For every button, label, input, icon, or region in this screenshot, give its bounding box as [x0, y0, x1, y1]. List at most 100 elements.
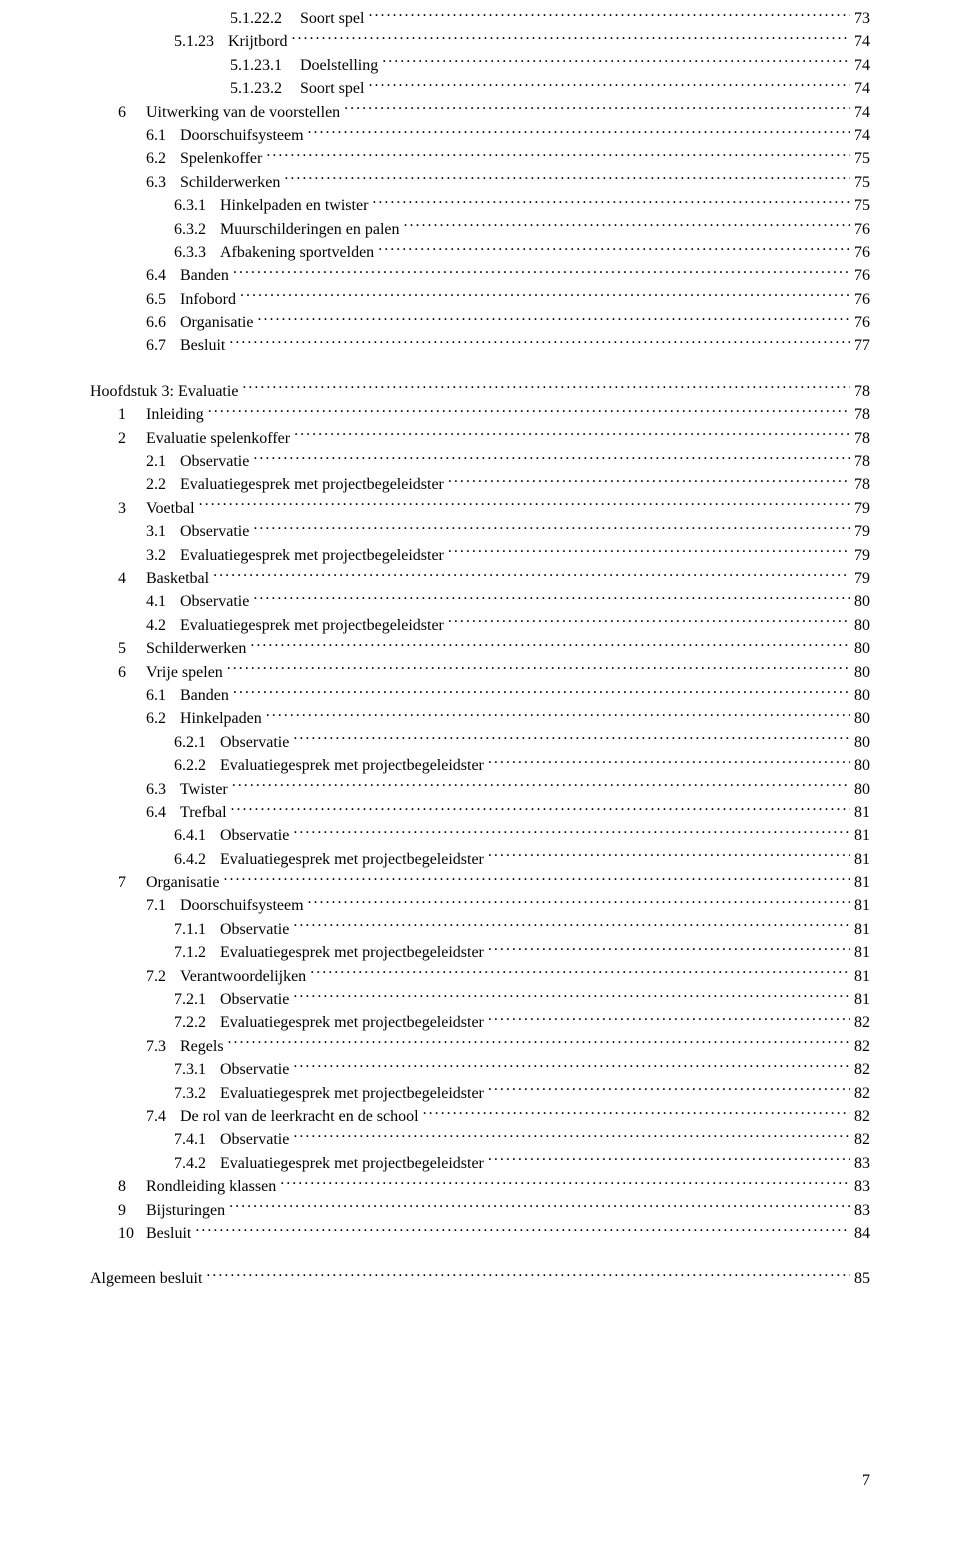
toc-entry-number: 6.3.1 [174, 197, 206, 214]
toc-entry: 6.3.3Afbakening sportvelden 76 [90, 241, 870, 264]
toc-dot-leader [488, 754, 850, 770]
toc-entry: 7.1.2Evaluatiegesprek met projectbegelei… [90, 941, 870, 964]
toc-entry-number: 7.1.1 [174, 921, 206, 938]
toc-dot-leader [266, 147, 850, 163]
toc-entry-number: 7.3.1 [174, 1061, 206, 1078]
toc-dot-leader [253, 590, 850, 606]
toc-entry-number: 6.2.2 [174, 757, 206, 774]
toc-entry-page: 74 [854, 78, 870, 100]
toc-entry-title: Evaluatiegesprek met projectbegeleidster [180, 547, 444, 564]
toc-entry-page: 81 [854, 919, 870, 941]
toc-entry-label: 6.3Twister [146, 779, 228, 801]
toc-entry-page: 74 [854, 125, 870, 147]
toc-entry: 2.1Observatie 78 [90, 450, 870, 473]
toc-dot-leader [293, 918, 850, 934]
toc-entry-label: 7.2.1Observatie [174, 989, 289, 1011]
toc-dot-leader [308, 124, 850, 140]
toc-entry-title: Doorschuifsysteem [180, 127, 304, 144]
toc-entry: 7.3Regels 82 [90, 1035, 870, 1058]
toc-entry: 3Voetbal 79 [90, 497, 870, 520]
toc-entry-label: 5.1.23.1Doelstelling [230, 55, 378, 77]
toc-dot-leader [382, 54, 850, 70]
toc-dot-leader [293, 731, 850, 747]
toc-entry-title: Uitwerking van de voorstellen [146, 104, 340, 121]
toc-entry-title: Inleiding [146, 406, 204, 423]
toc-entry-title: Observatie [220, 1061, 289, 1078]
toc-entry: 6.2Hinkelpaden 80 [90, 707, 870, 730]
toc-entry-title: Observatie [220, 991, 289, 1008]
toc-entry-title: Trefbal [180, 804, 227, 821]
toc-entry: 6.3.2Muurschilderingen en palen 76 [90, 218, 870, 241]
toc-entry-number: 3 [118, 498, 146, 520]
toc-entry-number: 7.3.2 [174, 1085, 206, 1102]
toc-entry-title: Twister [180, 781, 228, 798]
toc-entry-title: Observatie [220, 734, 289, 751]
toc-entry: 2Evaluatie spelenkoffer 78 [90, 427, 870, 450]
toc-entry-title: Vrije spelen [146, 664, 223, 681]
toc-entry-page: 82 [854, 1106, 870, 1128]
toc-entry-number: 6.2.1 [174, 734, 206, 751]
toc-entry-title: Krijtbord [228, 33, 288, 50]
toc-entry-title: Observatie [220, 921, 289, 938]
toc-entry-title: Observatie [180, 593, 249, 610]
toc-entry-title: Schilderwerken [180, 174, 280, 191]
toc-entry-title: Spelenkoffer [180, 150, 262, 167]
toc-entry-number: 5.1.22.2 [230, 8, 300, 30]
toc-entry: 7.1.1 Observatie 81 [90, 918, 870, 941]
toc-entry-label: 3.2Evaluatiegesprek met projectbegeleids… [146, 545, 444, 567]
toc-entry-page: 76 [854, 265, 870, 287]
toc-entry-label: 4.2Evaluatiegesprek met projectbegeleids… [146, 615, 444, 637]
toc-entry-label: 4.1Observatie [146, 591, 249, 613]
toc-entry-label: 7.1.1 Observatie [174, 919, 289, 941]
toc-entry-number: 6 [118, 662, 146, 684]
toc-entry: 7.3.2Evaluatiegesprek met projectbegelei… [90, 1082, 870, 1105]
toc-entry-page: 85 [854, 1268, 870, 1290]
toc-entry-page: 79 [854, 498, 870, 520]
toc-entry-page: 81 [854, 872, 870, 894]
toc-entry-title: Bijsturingen [146, 1202, 225, 1219]
toc-dot-leader [206, 1267, 850, 1283]
toc-entry-label: Algemeen besluit [90, 1268, 202, 1290]
toc-entry: 6.3.1Hinkelpaden en twister 75 [90, 194, 870, 217]
toc-entry: 6.4Trefbal 81 [90, 801, 870, 824]
toc-entry-page: 79 [854, 521, 870, 543]
toc-entry: 7.4De rol van de leerkracht en de school… [90, 1105, 870, 1128]
toc-dot-leader [213, 567, 850, 583]
toc-entry-title: Evaluatiegesprek met projectbegeleidster [180, 476, 444, 493]
toc-entry: Hoofdstuk 3: Evaluatie 78 [90, 380, 870, 403]
toc-dot-leader [242, 380, 850, 396]
toc-entry: 10Besluit 84 [90, 1222, 870, 1245]
toc-entry-label: 3.1Observatie [146, 521, 249, 543]
toc-entry-page: 81 [854, 825, 870, 847]
toc-dot-leader [266, 707, 850, 723]
toc-entry-label: 6.3.1Hinkelpaden en twister [174, 195, 368, 217]
toc-entry: 6.6Organisatie 76 [90, 311, 870, 334]
toc-dot-leader [488, 1011, 850, 1027]
toc-dot-leader [293, 824, 850, 840]
toc-entry: 7.3.1Observatie 82 [90, 1058, 870, 1081]
toc-dot-leader [293, 988, 850, 1004]
toc-entry-page: 81 [854, 849, 870, 871]
toc-entry-label: 6.3.2Muurschilderingen en palen [174, 219, 400, 241]
toc-entry: 6.3Twister 80 [90, 778, 870, 801]
toc-entry-number: 6.1 [146, 687, 166, 704]
toc-entry: 6.2.2Evaluatiegesprek met projectbegelei… [90, 754, 870, 777]
toc-dot-leader [378, 241, 850, 257]
table-of-contents: 5.1.22.2Soort spel 735.1.23Krijtbord 745… [90, 7, 870, 1291]
toc-entry: 8Rondleiding klassen 83 [90, 1175, 870, 1198]
toc-entry-number: 5.1.23.2 [230, 78, 300, 100]
toc-entry-title: Besluit [146, 1225, 191, 1242]
toc-entry-label: 6.4.2Evaluatiegesprek met projectbegelei… [174, 849, 484, 871]
toc-entry-number: 7 [118, 872, 146, 894]
toc-dot-leader [284, 171, 850, 187]
toc-entry-label: 6Uitwerking van de voorstellen [118, 102, 340, 124]
toc-entry-page: 76 [854, 242, 870, 264]
toc-entry: 7.4.1Observatie 82 [90, 1128, 870, 1151]
toc-entry-title: Rondleiding klassen [146, 1178, 276, 1195]
toc-entry-label: 6.7Besluit [146, 335, 225, 357]
toc-entry-number: 7.4.1 [174, 1131, 206, 1148]
toc-entry-number: 6.3.3 [174, 244, 206, 261]
toc-entry: 3.2Evaluatiegesprek met projectbegeleids… [90, 544, 870, 567]
toc-entry: 5Schilderwerken 80 [90, 637, 870, 660]
toc-dot-leader [195, 1222, 850, 1238]
